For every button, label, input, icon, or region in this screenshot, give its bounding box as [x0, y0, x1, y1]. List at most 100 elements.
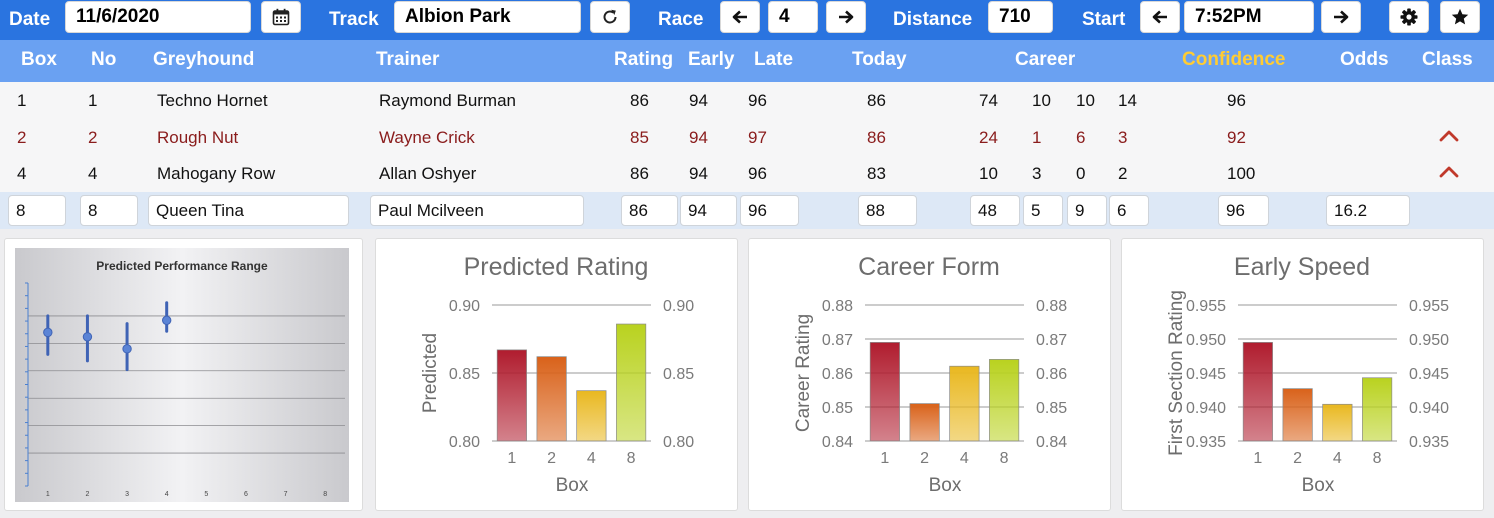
- col-late[interactable]: Late: [754, 49, 794, 70]
- y-tick-label-left: 0.90: [449, 298, 480, 315]
- y-tick-label-left: 0.945: [1186, 366, 1226, 383]
- bar-box-1[interactable]: [1242, 342, 1273, 442]
- race-input[interactable]: 4: [768, 1, 818, 33]
- col-rating[interactable]: Rating: [614, 49, 674, 70]
- cell-late: 96: [748, 164, 767, 183]
- col-no[interactable]: No: [91, 49, 117, 70]
- y-tick-label-right: 0.87: [1036, 332, 1067, 349]
- table-row[interactable]: 1 1 Techno Hornet Raymond Burman 86 94 9…: [0, 82, 1494, 119]
- y-tick-label-left: 0.87: [822, 332, 853, 349]
- cell-early: 94: [689, 91, 708, 110]
- career-thirds-input[interactable]: 6: [1109, 195, 1149, 226]
- y-tick-label-right: 0.84: [1036, 434, 1067, 451]
- cell-career-starts: 74: [979, 91, 998, 110]
- refresh-button[interactable]: [590, 1, 630, 33]
- cell-early: 94: [689, 164, 708, 183]
- start-next-button[interactable]: [1321, 1, 1361, 33]
- x-tick-label: 2: [547, 450, 556, 467]
- x-tick-label: 2: [920, 450, 929, 467]
- career-starts-input[interactable]: 48: [970, 195, 1020, 226]
- race-next-button[interactable]: [826, 1, 866, 33]
- cell-trainer: Wayne Crick: [379, 128, 475, 147]
- bar-box-4[interactable]: [949, 365, 980, 442]
- col-early[interactable]: Early: [688, 49, 735, 70]
- career-seconds-input[interactable]: 9: [1067, 195, 1107, 226]
- date-input[interactable]: 11/6/2020: [65, 1, 251, 33]
- calendar-icon: [272, 8, 290, 26]
- confidence-input[interactable]: 96: [1218, 195, 1269, 226]
- odds-input[interactable]: 16.2: [1326, 195, 1410, 226]
- greyhound-input[interactable]: Queen Tina: [148, 195, 349, 226]
- cell-confidence: 96: [1227, 91, 1246, 110]
- x-tick-label: 1: [880, 450, 889, 467]
- gear-icon: [1400, 8, 1418, 26]
- bar-box-4[interactable]: [1322, 403, 1353, 442]
- bar-box-8[interactable]: [1362, 377, 1393, 442]
- box-input[interactable]: 8: [8, 195, 66, 226]
- cell-no: 2: [88, 128, 98, 147]
- bar-box-2[interactable]: [1282, 388, 1313, 442]
- predicted-rating-panel: Predicted Rating 0.80 0.80 0.85 0.85 0.90 0.90…: [375, 238, 738, 511]
- distance-input[interactable]: 710: [988, 1, 1053, 33]
- track-label: Track: [329, 9, 379, 30]
- y-tick-label-right: 0.950: [1409, 332, 1449, 349]
- today-input[interactable]: 88: [858, 195, 917, 226]
- y-tick-label-right: 0.85: [663, 366, 694, 383]
- col-odds[interactable]: Odds: [1340, 49, 1389, 70]
- start-prev-button[interactable]: [1140, 1, 1180, 33]
- late-input[interactable]: 96: [740, 195, 799, 226]
- range-midpoint: [161, 315, 172, 326]
- y-tick-label-right: 0.940: [1409, 400, 1449, 417]
- col-confidence[interactable]: Confidence: [1182, 49, 1286, 70]
- bar-box-8[interactable]: [616, 323, 647, 442]
- table-row[interactable]: 2 2 Rough Nut Wayne Crick 85 94 97 86 24…: [0, 119, 1494, 156]
- bar-box-4[interactable]: [576, 390, 607, 442]
- trainer-input[interactable]: Paul Mcilveen: [370, 195, 584, 226]
- bar-box-8[interactable]: [989, 359, 1020, 442]
- settings-button[interactable]: [1389, 1, 1429, 33]
- favorite-button[interactable]: [1440, 1, 1480, 33]
- cell-confidence: 92: [1227, 128, 1246, 147]
- cell-career-seconds: 0: [1076, 164, 1086, 183]
- chart-background: [15, 248, 349, 502]
- table-row[interactable]: 4 4 Mahogany Row Allan Oshyer 86 94 96 8…: [0, 155, 1494, 192]
- cell-career-starts: 24: [979, 128, 998, 147]
- start-time-input[interactable]: 7:52PM: [1184, 1, 1314, 33]
- y-tick-label-left: 0.940: [1186, 400, 1226, 417]
- career-form-chart: Career Form 0.84 0.84 0.85 0.85 0.86 0.86 0.87 0…: [793, 253, 1067, 496]
- cell-greyhound: Techno Hornet: [157, 91, 268, 110]
- x-tick-label: 8: [627, 450, 636, 467]
- cell-trainer: Raymond Burman: [379, 91, 517, 110]
- no-input[interactable]: 8: [80, 195, 138, 226]
- bar-box-2[interactable]: [536, 356, 567, 442]
- calendar-button[interactable]: [261, 1, 301, 33]
- col-box[interactable]: Box: [21, 49, 57, 70]
- early-speed-panel: Early Speed 0.935 0.935 0.940 0.940 0.945 0.94…: [1121, 238, 1484, 511]
- early-input[interactable]: 94: [680, 195, 737, 226]
- col-today[interactable]: Today: [852, 49, 907, 70]
- early-speed-chart: Early Speed 0.935 0.935 0.940 0.940 0.945 0.94…: [1166, 253, 1449, 496]
- y-tick-label-left: 0.955: [1186, 298, 1226, 315]
- y-tick-label-right: 0.86: [1036, 366, 1067, 383]
- career-wins-input[interactable]: 5: [1023, 195, 1063, 226]
- cell-rating: 86: [630, 164, 649, 183]
- range-midpoint: [82, 332, 93, 342]
- cell-early: 94: [689, 128, 708, 147]
- bar-box-1[interactable]: [496, 349, 527, 442]
- race-prev-button[interactable]: [720, 1, 760, 33]
- refresh-icon: [603, 9, 617, 24]
- bar-box-2[interactable]: [909, 403, 940, 442]
- rating-input[interactable]: 86: [621, 195, 678, 226]
- y-tick-label-left: 0.86: [822, 366, 853, 383]
- bar-box-1[interactable]: [869, 342, 900, 442]
- y-tick-label-left: 0.85: [822, 400, 853, 417]
- x-axis-title: Box: [929, 475, 962, 496]
- col-trainer[interactable]: Trainer: [376, 49, 440, 70]
- col-class[interactable]: Class: [1422, 49, 1473, 70]
- track-input[interactable]: Albion Park: [394, 1, 581, 33]
- chart-title: Predicted Performance Range: [96, 259, 268, 273]
- col-greyhound[interactable]: Greyhound: [153, 49, 255, 70]
- arrow-left-icon: [732, 10, 747, 24]
- x-tick-label: 6: [244, 491, 248, 498]
- col-career[interactable]: Career: [1015, 49, 1076, 70]
